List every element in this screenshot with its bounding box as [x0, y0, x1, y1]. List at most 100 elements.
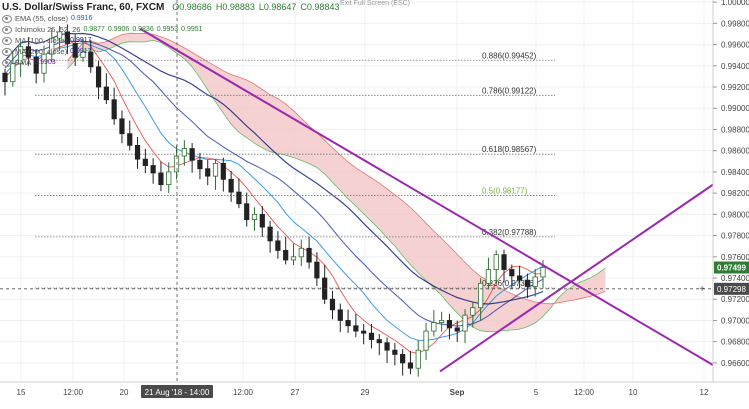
candle-body: [470, 307, 476, 316]
candle-body: [493, 254, 499, 270]
eye-icon[interactable]: [2, 25, 12, 34]
support-trendline[interactable]: [439, 183, 714, 373]
indicator-value: 0.9953: [156, 26, 179, 33]
candle: [439, 311, 445, 332]
candle-body: [56, 31, 63, 39]
price-tick-label: 0.97200: [721, 295, 749, 304]
time-tick-label: 10: [629, 388, 638, 397]
eye-icon[interactable]: [2, 14, 12, 23]
price-axis[interactable]: 1.00000 0.99800 0.99600 0.99400 0.99200 0.990…: [712, 0, 749, 404]
candle: [72, 34, 78, 66]
time-tick-label: 12:00: [574, 388, 595, 397]
candle-body: [275, 240, 281, 251]
last-price-text: 0.97499: [717, 264, 746, 273]
price-tick-label: 1.00000: [721, 0, 749, 7]
indicator-name: MA (200, close): [15, 47, 68, 56]
candle-body: [134, 144, 141, 160]
candle: [454, 320, 460, 342]
candle-body: [329, 298, 336, 311]
crosshair-plus-icon[interactable]: +: [699, 284, 705, 295]
candle: [205, 159, 211, 186]
candle-body: [532, 276, 538, 287]
exit-fullscreen-hint[interactable]: Exit Full Screen (ESC): [340, 0, 411, 7]
candle-body: [205, 168, 211, 177]
candle: [485, 257, 492, 290]
candle: [197, 152, 203, 180]
indicator-row[interactable]: MA (200, close) 0.9917: [2, 46, 339, 57]
legend-symbol-row: U.S. Dollar/Swiss Franc, 60, FXCM O0.986…: [2, 2, 339, 13]
crosshair-time-label: 21 Aug '18 - 14:00: [141, 385, 213, 398]
candle-body: [119, 118, 125, 135]
cloud-span-a: [67, 39, 606, 333]
candle-body: [111, 99, 117, 120]
price-tick-label: 0.99400: [721, 62, 749, 71]
candle-body: [400, 354, 406, 364]
candle: [384, 337, 390, 363]
candle-body: [392, 349, 398, 355]
candle: [244, 192, 250, 227]
price-tick-label: 0.98200: [721, 189, 749, 198]
time-tick-label: 29: [361, 388, 370, 397]
candle: [524, 273, 531, 298]
resistance-trendline[interactable]: [139, 27, 714, 366]
cloud-bearish: [67, 33, 606, 332]
candle: [220, 157, 226, 192]
indicator-row[interactable]: Ichimoku 26, 52, 26 0.9877 0.9906 0.9836 0.9…: [2, 24, 339, 35]
candle-body: [517, 275, 523, 281]
time-tick-label: 12:00: [63, 388, 84, 397]
price-tick-label: 0.99600: [721, 41, 749, 50]
candle-body: [25, 46, 31, 58]
crosshair-time-bg: [141, 385, 213, 398]
candle: [88, 39, 94, 73]
fib-label: 0.618(0.98567): [482, 145, 537, 154]
candle: [49, 27, 55, 62]
candle-body: [197, 159, 203, 170]
price-tick-label: 0.98600: [721, 147, 749, 156]
ohlc-low: L0.98647: [258, 2, 297, 12]
candle: [166, 162, 172, 194]
eye-icon[interactable]: [2, 47, 12, 56]
fib-label: 0.786(0.99122): [482, 86, 537, 95]
candle: [80, 38, 86, 62]
indicator-row[interactable]: MA (100, close) 0.9917: [2, 35, 339, 46]
trendlines[interactable]: [139, 27, 714, 373]
crosshair-price-bg: [714, 282, 749, 295]
candle: [306, 236, 312, 269]
indicator-row[interactable]: EMA (55, close) 0.9916: [2, 13, 339, 24]
candle: [376, 333, 382, 356]
time-axis[interactable]: 15 12:00 20 21 Aug '18 - 14:00 12:00 27 29 Sep 5…: [0, 381, 749, 404]
indicator-value: 0.9917: [70, 37, 92, 44]
candle: [345, 309, 351, 333]
indicator-name: EMA (55, close): [15, 14, 68, 23]
indicator-row[interactable]: EMA 0.9903: [2, 57, 339, 68]
candle: [17, 41, 24, 77]
candle: [189, 143, 195, 173]
cloud-span-b: [67, 32, 606, 305]
candle-body: [454, 327, 460, 332]
candle-body: [415, 349, 421, 369]
eye-icon[interactable]: [2, 36, 12, 45]
candle: [275, 231, 281, 259]
crosshair-price-text: 0.97298: [717, 285, 746, 294]
candle-body: [267, 226, 273, 242]
moving-average-line: [4, 40, 544, 327]
time-tick-label: 15: [17, 388, 26, 397]
eye-icon[interactable]: [2, 58, 12, 67]
candle: [95, 60, 102, 100]
price-tick-label: 0.97600: [721, 253, 749, 262]
candle-body: [95, 66, 102, 88]
candle: [142, 148, 148, 174]
ohlc-open: O0.98686: [172, 2, 212, 12]
candle: [361, 324, 367, 345]
candle: [298, 239, 304, 267]
candle-body: [181, 148, 187, 157]
candle-body: [431, 322, 437, 332]
candle: [10, 50, 16, 87]
time-tick-label: Sep: [450, 388, 465, 397]
symbol-title[interactable]: U.S. Dollar/Swiss Franc, 60, FXCM: [2, 2, 165, 13]
candle: [431, 309, 437, 337]
candle-body: [290, 256, 297, 261]
candle: [150, 158, 156, 184]
